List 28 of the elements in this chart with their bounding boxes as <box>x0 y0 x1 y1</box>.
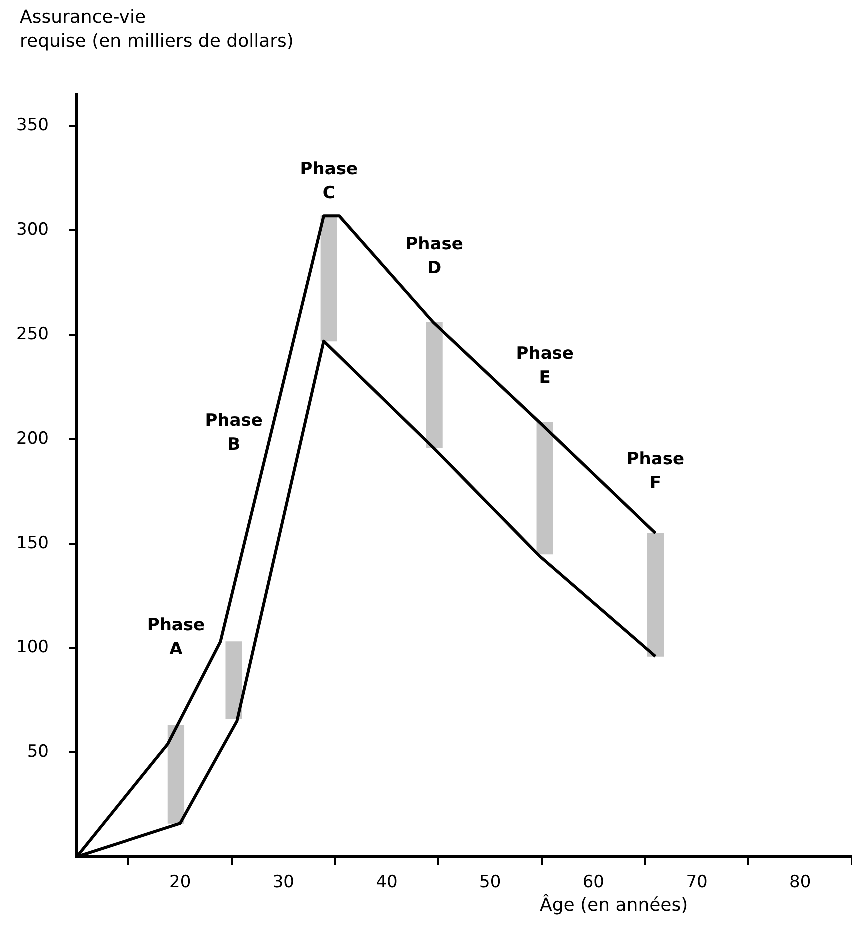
annotation: Phase A <box>147 616 206 660</box>
bar <box>647 533 664 657</box>
y-tick-label: 300 <box>16 220 49 240</box>
y-tick-label: 200 <box>16 428 49 449</box>
annotation: Phase D <box>406 234 464 278</box>
x-tick-label: 20 <box>170 872 192 893</box>
x-tick-label: 40 <box>376 872 398 893</box>
annotation: Phase B <box>205 411 263 456</box>
x-tick-label: 50 <box>480 872 502 893</box>
annotation: Phase C <box>300 160 358 204</box>
y-axis-title: Assurance-vie requise (en milliers de dollars) <box>20 6 294 54</box>
y-tick-label: 350 <box>16 116 49 136</box>
x-tick-label: 60 <box>582 872 604 893</box>
y-tick-label: 250 <box>16 324 49 345</box>
bar <box>536 422 554 555</box>
annotation: Phase F <box>626 449 685 494</box>
bar <box>226 642 242 720</box>
bar <box>168 725 185 824</box>
x-tick-label: 70 <box>686 872 708 893</box>
y-tick-label: 100 <box>16 638 49 658</box>
x-tick-label: 30 <box>272 872 294 893</box>
y-tick-label: 50 <box>27 742 49 762</box>
bar <box>426 322 443 448</box>
x-axis-title: Âge (en années) <box>540 895 688 916</box>
annotation: Phase E <box>516 344 574 388</box>
y-tick-label: 150 <box>16 533 49 554</box>
x-tick-label: 80 <box>790 872 812 893</box>
bar <box>320 216 338 342</box>
